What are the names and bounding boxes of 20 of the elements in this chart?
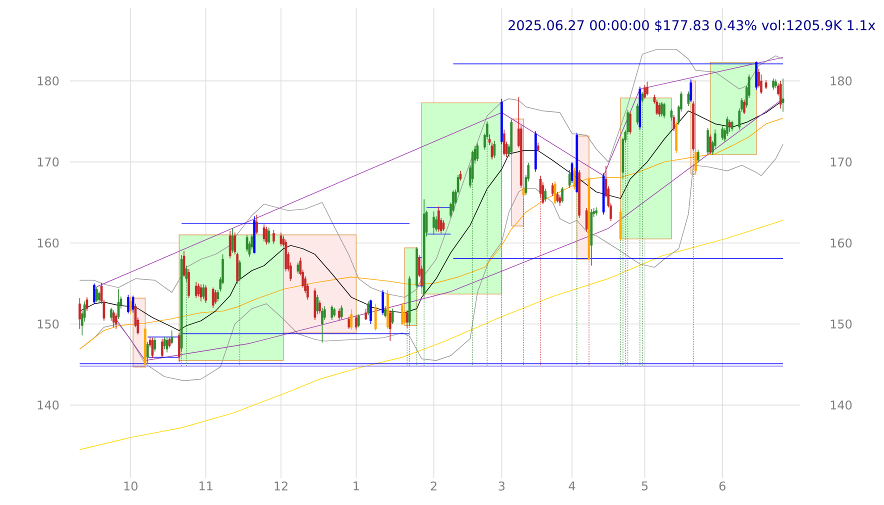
x-tick-label: 6: [719, 482, 726, 491]
y2-tick-label: 150: [830, 319, 852, 329]
x-tick-label: 12: [274, 482, 288, 490]
text: 2025.06.27 00:00:00 $177.83 0.43% vol:1205.9K 1.1x: [508, 20, 876, 32]
x-tick-label: 10: [124, 482, 138, 491]
y-tick-label: 170: [38, 157, 59, 166]
y2-tick-label: 180: [830, 76, 852, 86]
x-tick-label: 4: [568, 482, 576, 490]
y-tick-label: 180: [38, 76, 59, 86]
y2-tick-label: 140: [830, 400, 852, 410]
y-tick-label: 140: [38, 400, 59, 410]
x-tick-label: 1: [354, 482, 359, 490]
x-tick-label: 2: [430, 482, 436, 490]
x-tick-label: 11: [200, 482, 212, 490]
y-tick-label: 160: [38, 238, 59, 248]
x-tick-label: 3: [498, 482, 505, 491]
x-tick-label: 5: [642, 482, 648, 490]
y2-tick-label: 170: [830, 157, 852, 166]
y2-tick-label: 160: [830, 238, 852, 248]
y-tick-label: 150: [38, 319, 59, 329]
